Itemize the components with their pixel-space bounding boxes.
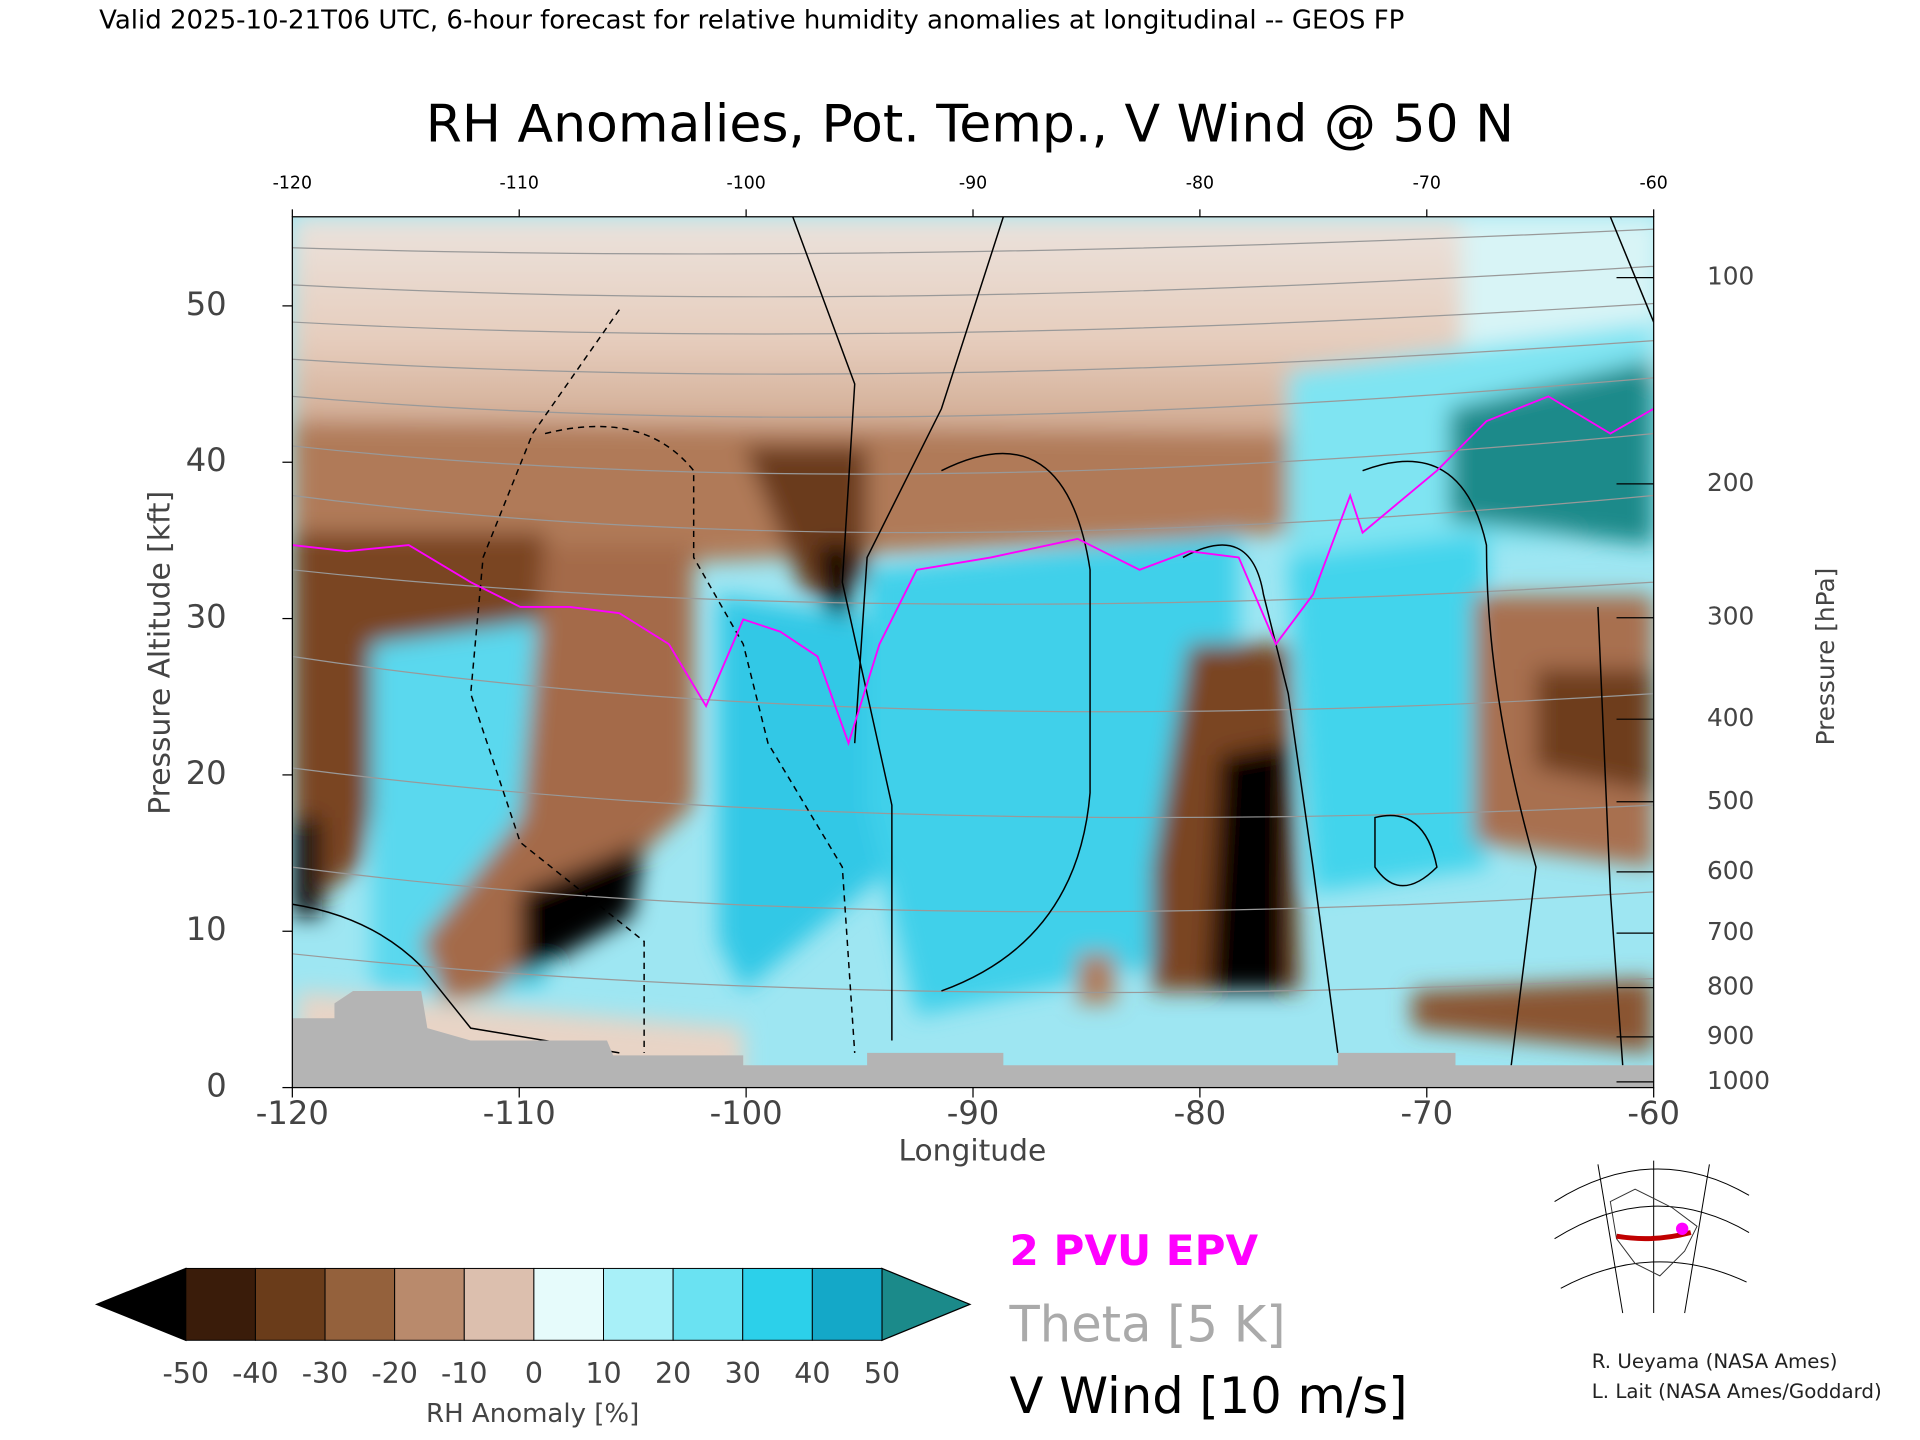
colorbar-tick-label: 10	[585, 1357, 621, 1390]
x-tick-label: -100	[710, 1094, 783, 1132]
colorbar-tick-label: 20	[655, 1357, 691, 1390]
terrain	[292, 990, 1654, 1088]
x-tick-label: -120	[256, 1094, 329, 1132]
colorbar-box	[185, 1267, 256, 1341]
wind-contours	[292, 216, 1654, 1066]
legend-entry: V Wind [10 m/s]	[1010, 1367, 1408, 1425]
y2-tick-label: 900	[1707, 1021, 1754, 1050]
y2-tick-label: 700	[1707, 917, 1754, 946]
y2-tick-label: 1000	[1707, 1066, 1770, 1095]
colorbar-under	[94, 1267, 187, 1342]
x-tick-label: -80	[1174, 1094, 1227, 1132]
colorbar-box	[811, 1267, 883, 1341]
credit: R. Ueyama (NASA Ames)	[1592, 1350, 1838, 1373]
x-axis-label: Longitude	[898, 1134, 1046, 1169]
colorbar-tick-label: -10	[441, 1357, 488, 1390]
y2-tick-label: 800	[1707, 972, 1754, 1001]
x-tick-label: -90	[947, 1094, 1000, 1132]
y-tick-label: 20	[186, 754, 227, 792]
colorbar-tick-label: -40	[232, 1357, 279, 1390]
colorbar-tick-label: 40	[794, 1357, 830, 1390]
header: Valid 2025-10-21T06 UTC, 6-hour forecast…	[99, 6, 1404, 36]
x-tick-label-top: -80	[1186, 173, 1214, 193]
x-tick-label: -60	[1627, 1094, 1680, 1132]
x-tick-label-top: -100	[726, 173, 765, 193]
colorbar-tick-label: 50	[864, 1357, 900, 1390]
legend-entry: 2 PVU EPV	[1010, 1226, 1259, 1275]
y-tick-label: 40	[186, 441, 227, 479]
colorbar-label: RH Anomaly [%]	[426, 1399, 639, 1429]
colorbar-tick-label: 0	[525, 1357, 543, 1390]
x-tick-label-top: -60	[1640, 173, 1668, 193]
x-tick-label: -110	[483, 1094, 556, 1132]
y-tick-label: 10	[186, 910, 227, 948]
colorbar-tick-label: -50	[163, 1357, 210, 1390]
y2-tick-label: 400	[1707, 703, 1754, 732]
colorbar-box	[603, 1267, 674, 1341]
field	[292, 216, 1654, 1088]
y-tick-label: 30	[186, 598, 227, 636]
colorbar-tick-label: -20	[371, 1357, 418, 1390]
colorbar-box	[742, 1267, 813, 1341]
y2-tick-label: 100	[1707, 262, 1754, 291]
credit: L. Lait (NASA Ames/Goddard)	[1592, 1380, 1882, 1403]
colorbar-box	[672, 1267, 744, 1341]
y-tick-label: 0	[206, 1067, 226, 1105]
epv-2pvu	[292, 395, 1654, 747]
colorbar-tick-label: -30	[302, 1357, 349, 1390]
colorbar-box	[463, 1267, 535, 1341]
x-tick-label-top: -90	[959, 173, 987, 193]
y2-tick-label: 500	[1707, 786, 1754, 815]
colorbar-over	[881, 1267, 972, 1342]
x-tick-label-top: -70	[1413, 173, 1441, 193]
legend-entry: Theta [5 K]	[1009, 1295, 1286, 1353]
y2-tick-label: 200	[1707, 468, 1754, 497]
colorbar-box	[394, 1267, 465, 1341]
chart-title: RH Anomalies, Pot. Temp., V Wind @ 50 N	[426, 95, 1514, 155]
y2-tick-label: 600	[1707, 856, 1754, 885]
y-tick-label: 50	[186, 285, 227, 323]
colorbar-box	[533, 1267, 604, 1341]
locator-map	[1554, 1160, 1750, 1314]
colorbar-box	[324, 1267, 396, 1341]
x-tick-label: -70	[1400, 1094, 1453, 1132]
colorbar-tick-label: 30	[725, 1357, 761, 1390]
x-tick-label-top: -120	[273, 173, 312, 193]
y2-axis-label: Pressure [hPa]	[1811, 568, 1840, 746]
y-axis-label: Pressure Altitude [kft]	[143, 491, 178, 815]
colorbar-box	[254, 1267, 326, 1341]
x-tick-label-top: -110	[500, 173, 539, 193]
theta-contours	[292, 228, 1654, 994]
y2-tick-label: 300	[1707, 602, 1754, 631]
